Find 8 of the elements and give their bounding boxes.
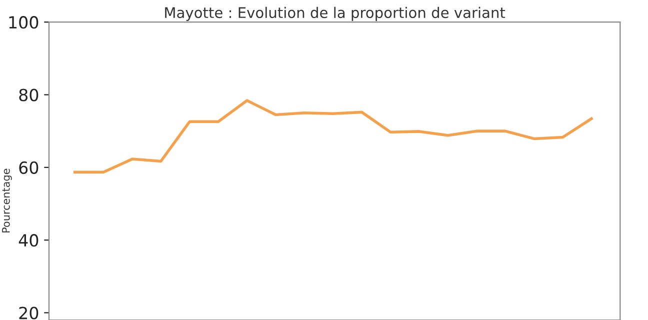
y-tick-label: 40 [18,234,38,247]
y-tick-label: 100 [9,16,38,29]
y-axis-title: Pourcentage [2,168,12,232]
chart-title: Mayotte : Evolution de la proportion de variant [165,6,506,21]
y-tick-label: 60 [19,161,38,174]
line-series [73,99,593,174]
y-tick-label: 80 [19,88,38,102]
y-tick-label: 20 [19,306,38,320]
